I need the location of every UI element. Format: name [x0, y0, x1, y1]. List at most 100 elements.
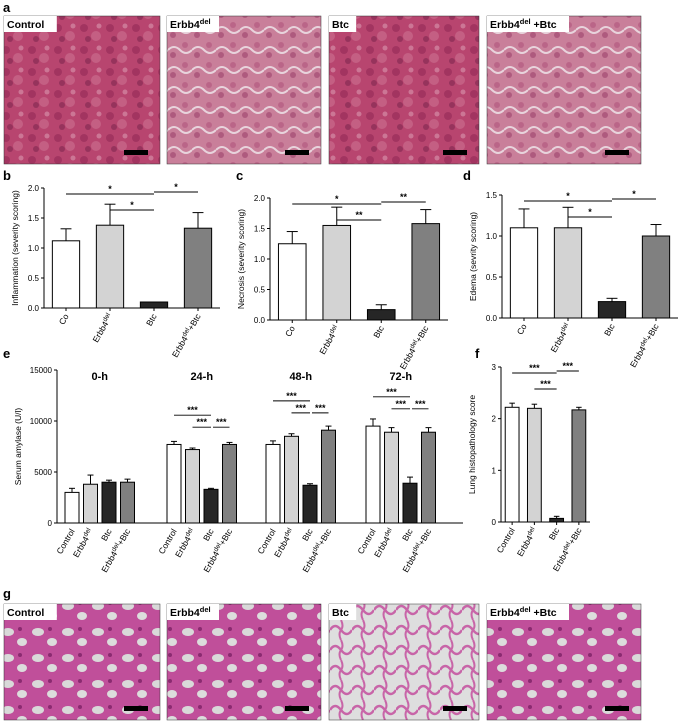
x-category-label: Erbb4del: [548, 322, 573, 355]
bar: [402, 482, 418, 524]
y-axis-title: Inflammation (severity scoring): [10, 190, 20, 306]
x-category-label: Erbb4del+Btc: [628, 321, 661, 369]
micrograph-a-1: Control: [3, 15, 161, 165]
bar: [302, 484, 318, 524]
significance-label: ***: [196, 417, 207, 427]
bar: [322, 224, 352, 321]
significance-label: ***: [295, 403, 306, 413]
significance-label: *: [130, 200, 134, 210]
micrograph-g-image: [328, 603, 480, 721]
micrograph-a-image: [328, 15, 480, 165]
significance-label: *: [632, 189, 636, 199]
micrograph-g-label: Control: [7, 607, 44, 619]
significance-label: ***: [395, 399, 406, 409]
time-group-label: 48-h: [289, 371, 312, 383]
micrograph-a-label: Control: [7, 19, 44, 31]
micrograph-a-label: Erbb4del: [170, 17, 211, 31]
bar: [526, 407, 542, 523]
label-background: [487, 16, 569, 32]
significance-label: ***: [540, 379, 551, 389]
panel-label-g: g: [3, 586, 11, 601]
micrograph-g-1: Control: [3, 603, 161, 721]
scale-bar: [605, 150, 629, 155]
bar: [203, 488, 219, 524]
x-category-label: Erbb4del+Btc: [398, 323, 431, 371]
label-background: [167, 16, 219, 32]
label-background: [329, 604, 357, 620]
bar: [365, 425, 381, 524]
scale-bar: [285, 150, 309, 155]
micrograph-a-3: Btc: [328, 15, 480, 165]
y-tick-label: 1.5: [254, 225, 266, 234]
y-tick-label: 0.0: [486, 314, 498, 323]
x-category-label: Btc: [300, 526, 315, 542]
bar: [504, 406, 520, 523]
x-category-label: Btc: [201, 526, 216, 542]
bar: [384, 431, 399, 524]
bar: [411, 223, 441, 321]
micrograph-g-3: Btc: [328, 603, 480, 721]
micrograph-row-a: Control Erbb4del Btc Erbb4del +Btc: [3, 15, 642, 165]
label-background: [487, 604, 569, 620]
x-category-label: Co: [515, 322, 529, 337]
panel-label-d: d: [463, 168, 471, 183]
panel-label-b: b: [3, 168, 11, 183]
panel-label-f: f: [475, 346, 480, 361]
significance-label: ***: [562, 361, 573, 371]
bar: [120, 481, 135, 524]
significance-label: ***: [187, 405, 198, 415]
x-category-label: Erbb4del: [90, 312, 115, 345]
micrograph-a-label: Btc: [332, 19, 349, 31]
significance-label: **: [400, 192, 408, 202]
y-tick-label: 1.0: [28, 244, 40, 253]
y-tick-label: 0.5: [486, 273, 498, 282]
y-tick-label: 3: [492, 363, 497, 372]
panel-label-e: e: [3, 346, 10, 361]
micrograph-a-image: [486, 15, 642, 165]
y-tick-label: 0.0: [28, 304, 40, 313]
bar: [366, 309, 396, 321]
significance-label: ***: [529, 363, 540, 373]
y-tick-label: 1.5: [486, 191, 498, 200]
bar: [64, 491, 80, 524]
chart-lung-histopathology: 0 1 2 3 Lung histopathology score ControlErbb…: [467, 361, 590, 573]
chart-edema: 0.0 0.5 1.0 1.5 Edema (sevrity scoring) Co Erb…: [468, 189, 678, 369]
x-category-label: Erbb4del+Btc: [170, 311, 203, 359]
bar: [166, 443, 182, 524]
significance-label: **: [355, 210, 363, 220]
y-tick-label: 1.5: [28, 214, 40, 223]
bar: [183, 227, 213, 309]
x-category-label: Control: [494, 526, 516, 555]
micrograph-a-image: [166, 15, 322, 165]
y-tick-label: 10000: [30, 417, 53, 426]
x-category-label: Btc: [602, 321, 617, 337]
y-tick-label: 0: [492, 518, 497, 527]
bar: [277, 243, 307, 321]
panel-label-c: c: [236, 168, 243, 183]
y-tick-label: 15000: [30, 366, 53, 375]
y-tick-label: 2: [492, 415, 497, 424]
y-axis-title: Necrosis (severity scoring): [236, 209, 246, 309]
significance-label: ***: [386, 387, 397, 397]
micrograph-a-4: Erbb4del +Btc: [486, 15, 642, 165]
micrograph-g-label: Erbb4del: [170, 605, 211, 619]
x-category-label: Co: [283, 324, 297, 339]
y-tick-label: 1: [492, 466, 497, 475]
significance-label: *: [566, 191, 570, 201]
y-axis-title: Serum amylase (U/l): [13, 408, 23, 486]
bar: [509, 227, 539, 319]
y-axis-title: Lung histopathology score: [467, 395, 477, 495]
bar: [101, 481, 117, 524]
y-tick-label: 0.5: [254, 286, 266, 295]
scale-bar: [285, 706, 309, 711]
bar: [83, 483, 98, 524]
bar: [553, 227, 583, 319]
scale-bar: [124, 150, 148, 155]
x-category-label: Btc: [144, 311, 159, 327]
micrograph-row-g: Control Erbb4del Btc Erbb4del +Btc: [3, 603, 642, 721]
significance-label: ***: [415, 399, 426, 409]
y-tick-label: 1.0: [254, 255, 266, 264]
y-axis-title: Edema (sevrity scoring): [468, 212, 478, 301]
micrograph-a-2: Erbb4del: [166, 15, 322, 165]
